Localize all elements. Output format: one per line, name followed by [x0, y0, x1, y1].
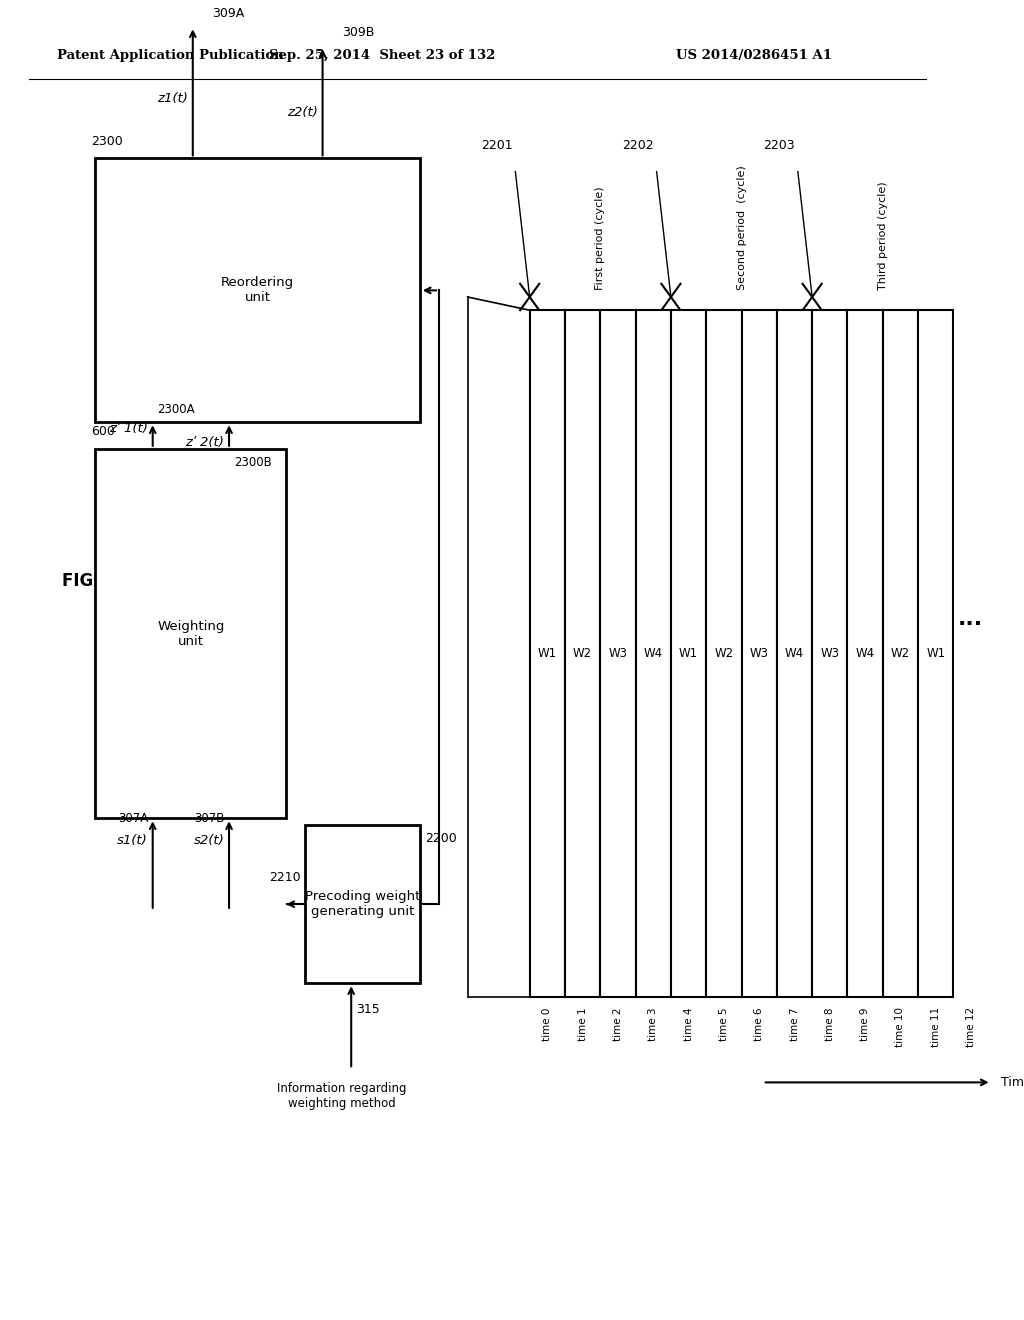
Text: 307A: 307A	[118, 812, 147, 825]
Text: Information regarding
weighting method: Information regarding weighting method	[276, 1082, 407, 1110]
Text: 315: 315	[356, 1003, 380, 1016]
Text: Sep. 25, 2014  Sheet 23 of 132: Sep. 25, 2014 Sheet 23 of 132	[268, 49, 495, 62]
Text: time 11: time 11	[931, 1007, 941, 1047]
Text: W4: W4	[856, 647, 874, 660]
Text: W1: W1	[926, 647, 945, 660]
Text: time 3: time 3	[648, 1007, 658, 1040]
Text: 2300B: 2300B	[233, 455, 271, 469]
Text: 2300A: 2300A	[158, 403, 196, 416]
Bar	[919, 310, 953, 997]
Bar	[741, 310, 777, 997]
Text: W3: W3	[608, 647, 628, 660]
Text: FIG. 23: FIG. 23	[62, 572, 129, 590]
Text: Time: Time	[1001, 1076, 1024, 1089]
Bar	[777, 310, 812, 997]
Bar	[671, 310, 707, 997]
Bar	[529, 310, 565, 997]
Text: W1: W1	[538, 647, 557, 660]
Text: W2: W2	[573, 647, 592, 660]
Text: time 4: time 4	[684, 1007, 693, 1040]
Text: 2202: 2202	[623, 139, 653, 152]
Text: s1(t): s1(t)	[117, 834, 147, 847]
Bar	[565, 310, 600, 997]
Text: z2(t): z2(t)	[287, 106, 317, 119]
Text: 600: 600	[91, 425, 115, 438]
Text: 2200: 2200	[425, 832, 457, 845]
Text: W3: W3	[750, 647, 769, 660]
Bar	[812, 310, 848, 997]
Text: s2(t): s2(t)	[194, 834, 224, 847]
Bar	[95, 449, 287, 818]
Text: time 10: time 10	[895, 1007, 905, 1047]
Text: ...: ...	[958, 609, 983, 630]
Text: 309A: 309A	[212, 7, 244, 20]
Text: 2201: 2201	[481, 139, 512, 152]
Text: time 6: time 6	[755, 1007, 764, 1040]
Text: 2203: 2203	[763, 139, 795, 152]
Text: Patent Application Publication: Patent Application Publication	[57, 49, 284, 62]
Text: US 2014/0286451 A1: US 2014/0286451 A1	[676, 49, 831, 62]
Text: time 12: time 12	[966, 1007, 976, 1047]
Text: time 9: time 9	[860, 1007, 870, 1040]
Bar	[848, 310, 883, 997]
Text: z1(t): z1(t)	[157, 92, 188, 106]
Text: zʹ 1(t): zʹ 1(t)	[109, 422, 147, 436]
Text: Second period  (cycle): Second period (cycle)	[736, 165, 746, 290]
Text: W2: W2	[891, 647, 910, 660]
Text: time 8: time 8	[824, 1007, 835, 1040]
Text: 2300: 2300	[91, 135, 123, 148]
Text: time 0: time 0	[543, 1007, 552, 1040]
Text: 307B: 307B	[194, 812, 224, 825]
Text: Third period (cycle): Third period (cycle)	[878, 182, 888, 290]
Text: time 2: time 2	[613, 1007, 623, 1040]
Text: time 5: time 5	[719, 1007, 729, 1040]
Bar	[636, 310, 671, 997]
Text: First period (cycle): First period (cycle)	[595, 186, 605, 290]
Text: W4: W4	[785, 647, 804, 660]
Text: Precoding weight
generating unit: Precoding weight generating unit	[305, 890, 420, 919]
Bar	[707, 310, 741, 997]
Text: time 1: time 1	[578, 1007, 588, 1040]
Text: Reordering
unit: Reordering unit	[221, 276, 294, 305]
Text: W4: W4	[644, 647, 663, 660]
Text: W2: W2	[715, 647, 733, 660]
Text: zʹ 2(t): zʹ 2(t)	[185, 436, 224, 449]
Text: W1: W1	[679, 647, 698, 660]
Bar	[305, 825, 420, 983]
Bar	[600, 310, 636, 997]
Text: time 7: time 7	[790, 1007, 800, 1040]
Text: 2210: 2210	[269, 871, 301, 884]
Text: 309B: 309B	[342, 26, 374, 40]
Text: Weighting
unit: Weighting unit	[158, 619, 224, 648]
Bar	[95, 158, 420, 422]
Text: W3: W3	[820, 647, 840, 660]
Bar	[883, 310, 919, 997]
